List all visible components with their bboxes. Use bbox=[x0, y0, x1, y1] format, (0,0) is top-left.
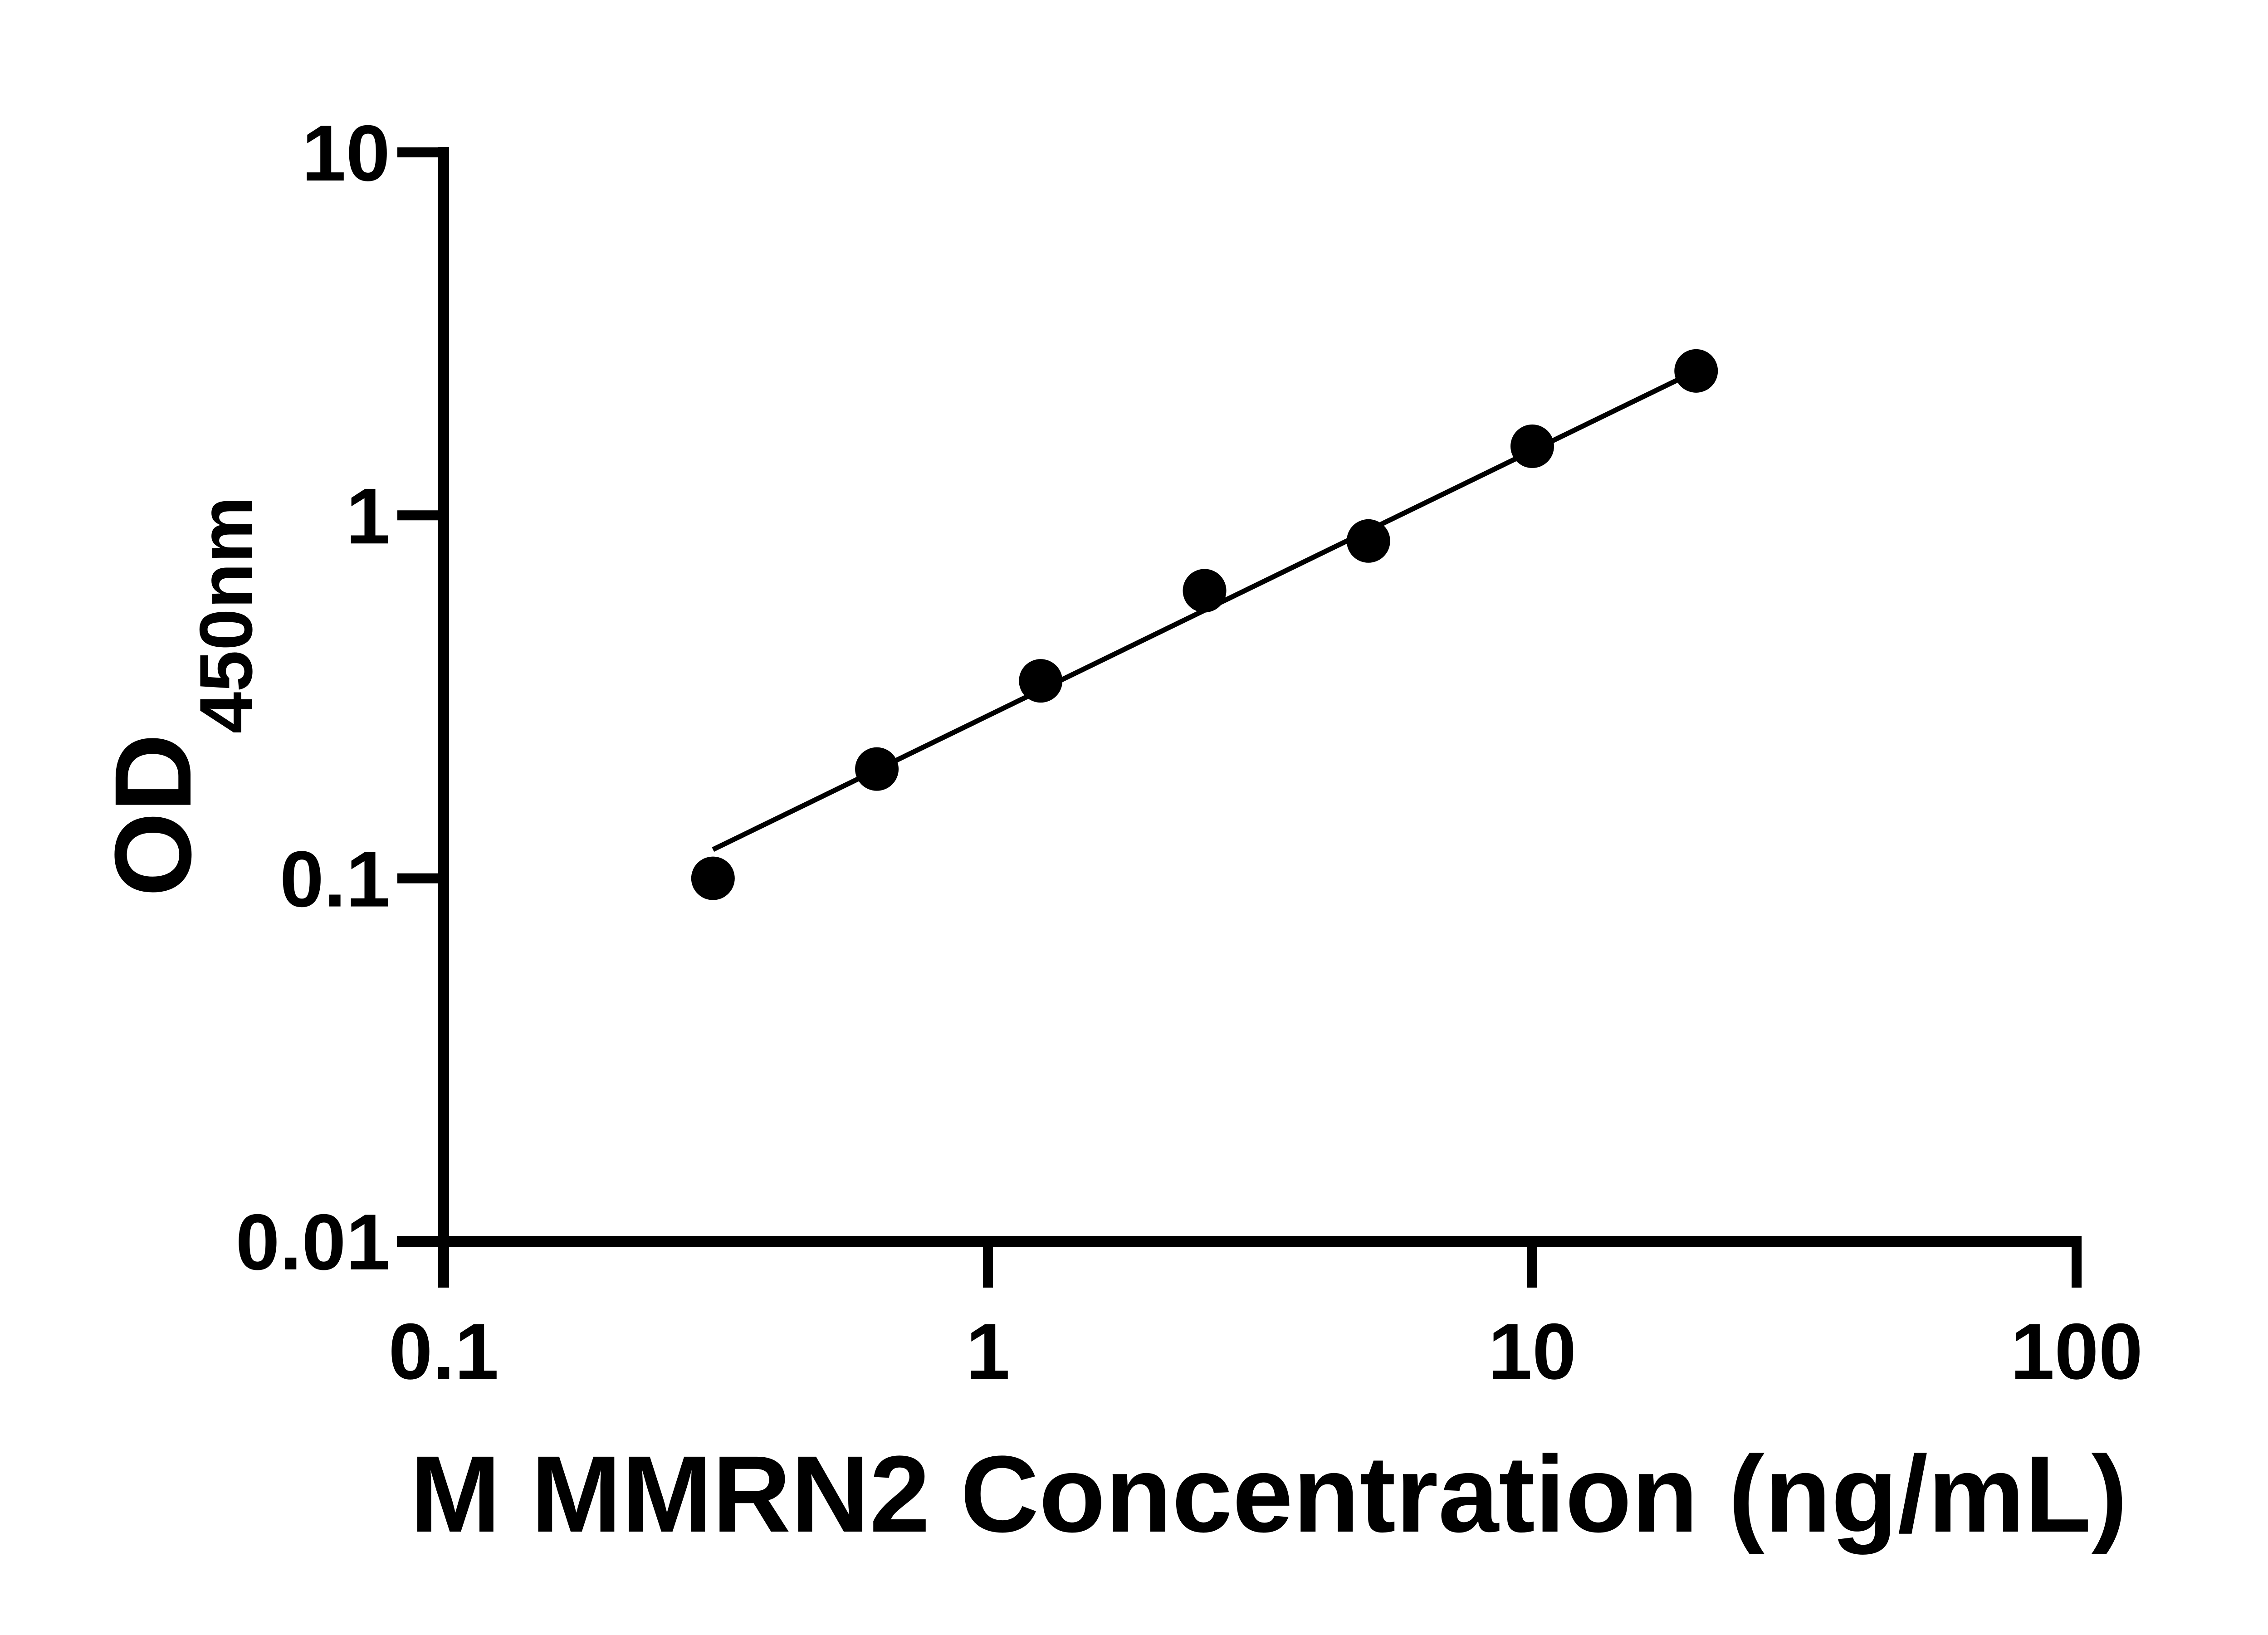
data-point bbox=[691, 856, 735, 900]
data-point bbox=[1346, 519, 1390, 563]
y-tick-label: 0.01 bbox=[235, 1198, 390, 1287]
x-tick-label: 100 bbox=[2010, 1308, 2143, 1396]
x-tick-label: 1 bbox=[966, 1308, 1010, 1396]
data-point bbox=[1183, 569, 1227, 613]
axes bbox=[397, 147, 2082, 1288]
data-point bbox=[1510, 424, 1554, 468]
x-tick-label: 10 bbox=[1488, 1308, 1577, 1396]
data-point bbox=[1674, 349, 1718, 393]
y-axis-title-main: OD bbox=[92, 733, 214, 897]
tick-labels: 10 1 0.1 0.01 0.1 1 10 100 bbox=[235, 109, 2143, 1396]
y-axis-title: OD450nm bbox=[92, 497, 268, 897]
y-axis-title-subscript: 450nm bbox=[184, 497, 268, 734]
data-series bbox=[691, 349, 1718, 900]
x-axis-title: M MMRN2 Concentration (ng/mL) bbox=[410, 1433, 2127, 1555]
y-tick-label: 10 bbox=[302, 109, 390, 198]
y-tick-label: 0.1 bbox=[280, 835, 390, 924]
x-tick-label: 0.1 bbox=[388, 1308, 499, 1396]
y-tick-label: 1 bbox=[346, 472, 390, 561]
axis-ticks bbox=[397, 147, 2082, 1288]
data-point bbox=[1019, 659, 1063, 703]
data-point bbox=[855, 747, 899, 791]
